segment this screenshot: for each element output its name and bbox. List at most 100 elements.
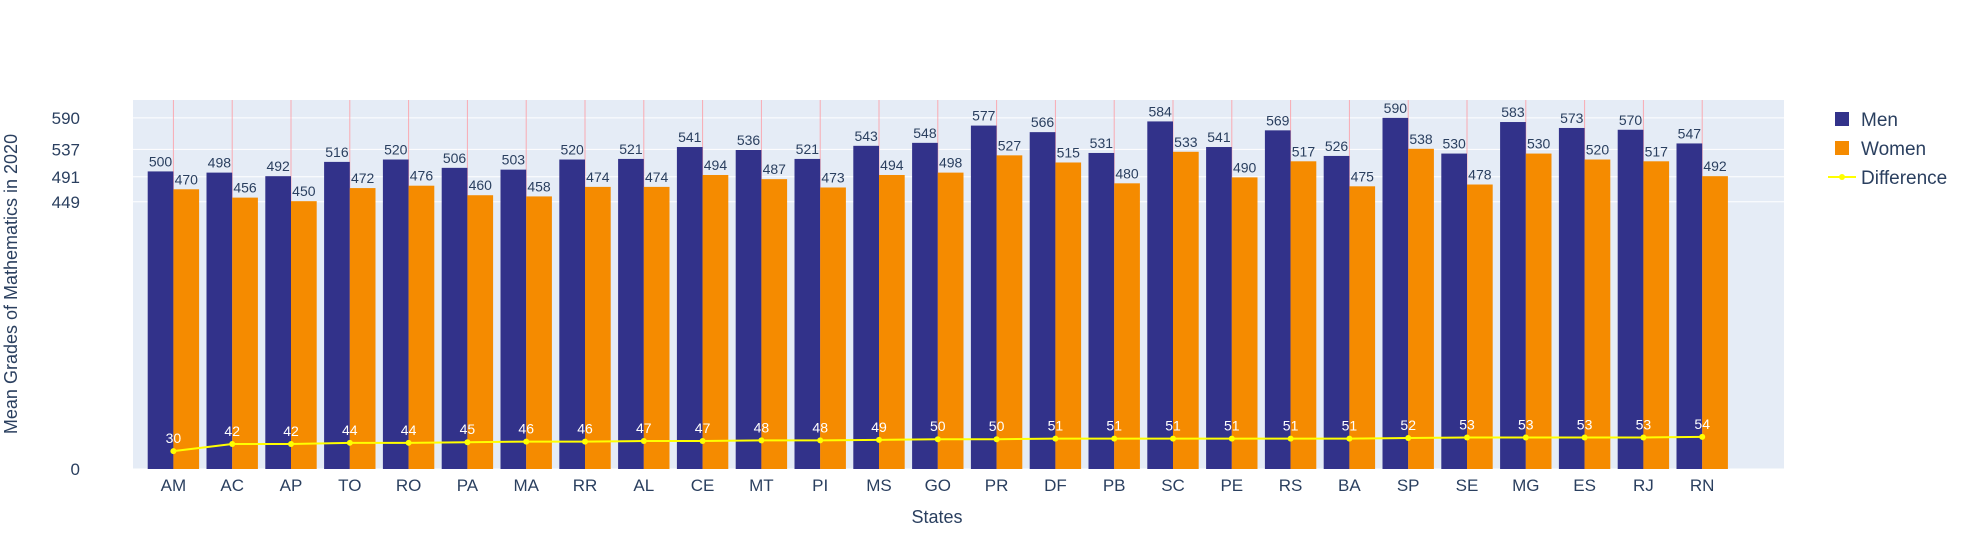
difference-point [1699,433,1706,440]
difference-label: 44 [401,422,417,438]
difference-label: 46 [518,421,534,437]
x-tick-label: CE [691,476,715,495]
difference-point [876,436,882,443]
legend-label-difference: Difference [1861,168,1947,189]
difference-point [1052,435,1059,442]
x-tick-label: AL [633,476,654,495]
bar-women-am [173,189,200,469]
bar-label-women: 520 [1586,142,1610,158]
x-tick-label: RN [1690,476,1715,495]
x-tick-label: MG [1512,476,1539,495]
bar-women-rj [1643,161,1670,469]
bar-women-ba [1349,186,1376,469]
difference-point [934,436,941,443]
bar-label-men: 498 [208,155,232,171]
bar-women-pb [1114,183,1140,470]
y-tick-labels: 0 449 491 537 590 [52,109,80,479]
bar-label-women: 474 [645,169,669,185]
difference-label: 51 [1224,418,1240,434]
legend: Men Women Difference [1828,110,1947,189]
bar-women-pa [467,195,494,469]
bar-men-mt [735,149,762,470]
difference-point [993,436,1000,443]
bar-women-go [937,172,964,469]
bar-women-se [1467,184,1493,469]
bar-label-men: 521 [619,141,643,157]
bar-women-to [349,188,376,470]
difference-point [1111,435,1118,442]
bar-women-ms [879,174,905,469]
difference-label: 42 [224,423,240,439]
bar-label-women: 515 [1057,144,1081,160]
bar-men-rr [559,159,585,470]
y-tick-label: 537 [52,140,80,159]
bar-label-women: 527 [998,137,1022,153]
bar-label-women: 490 [1233,159,1257,175]
difference-label: 44 [342,422,358,438]
difference-point [229,441,236,448]
bar-women-es [1584,159,1611,470]
bar-women-pr [996,155,1023,469]
difference-point [1170,435,1176,442]
difference-point [1581,434,1588,441]
x-tick-label: AP [280,476,303,495]
x-axis-title: States [911,507,962,527]
difference-point [817,437,824,444]
difference-label: 53 [1518,416,1534,432]
bar-women-pi [820,187,846,469]
bar-label-men: 521 [796,141,820,157]
difference-label: 42 [283,423,299,439]
bar-women-ac [232,197,258,469]
difference-label: 50 [989,418,1005,434]
bar-men-ma [500,169,527,470]
difference-point [640,438,647,445]
bar-label-men: 500 [149,153,173,169]
difference-point [582,438,588,445]
x-tick-label: DF [1044,476,1067,495]
bar-men-df [1029,132,1056,469]
bar-women-ma [526,196,552,469]
bar-label-women: 494 [880,157,904,173]
bar-label-women: 533 [1174,134,1198,150]
bar-men-ac [206,172,233,469]
bar-label-women: 487 [763,161,787,177]
bar-women-mt [761,179,788,470]
bar-women-sp [1408,148,1434,469]
difference-label: 49 [871,419,887,435]
difference-point [1287,435,1294,442]
bar-men-ap [265,176,291,469]
bar-label-women: 517 [1292,143,1316,159]
bar-men-am [147,171,174,469]
difference-point [1346,435,1353,442]
x-tick-label: PR [985,476,1009,495]
bar-label-men: 531 [1090,135,1114,151]
difference-point [699,438,706,445]
bar-label-women: 450 [292,183,316,199]
bar-label-men: 569 [1266,112,1290,128]
bar-men-sp [1382,117,1409,470]
bar-label-men: 583 [1501,104,1525,120]
x-tick-label: PE [1220,476,1243,495]
difference-label: 51 [1165,418,1181,434]
difference-point [346,439,353,446]
bar-men-ba [1323,155,1350,469]
bar-men-al [618,158,644,470]
x-tick-labels: AM AC AP TO RO PA MA RR AL CE MT PI MS GO PR DF PB SC PE RS… [161,476,1715,495]
bar-women-ro [408,185,435,469]
bar-men-rs [1264,130,1291,470]
bar-women-al [643,186,670,469]
difference-point [1464,434,1470,441]
bar-men-pi [794,158,821,470]
bar-women-rr [585,186,611,469]
difference-label: 48 [754,419,770,435]
bar-women-mg [1525,153,1552,469]
bar-label-men: 526 [1325,138,1349,154]
x-tick-label: BA [1338,476,1361,495]
bar-label-men: 530 [1442,136,1466,152]
difference-line: 30 42 42 44 44 45 46 46 47 47 48 48 49 50 50 51 51 51 51 51… [166,416,1710,455]
difference-point [170,448,177,455]
difference-point [758,437,765,444]
bar-label-women: 470 [175,171,199,187]
y-tick-label: 491 [52,168,80,187]
difference-point [405,439,412,446]
